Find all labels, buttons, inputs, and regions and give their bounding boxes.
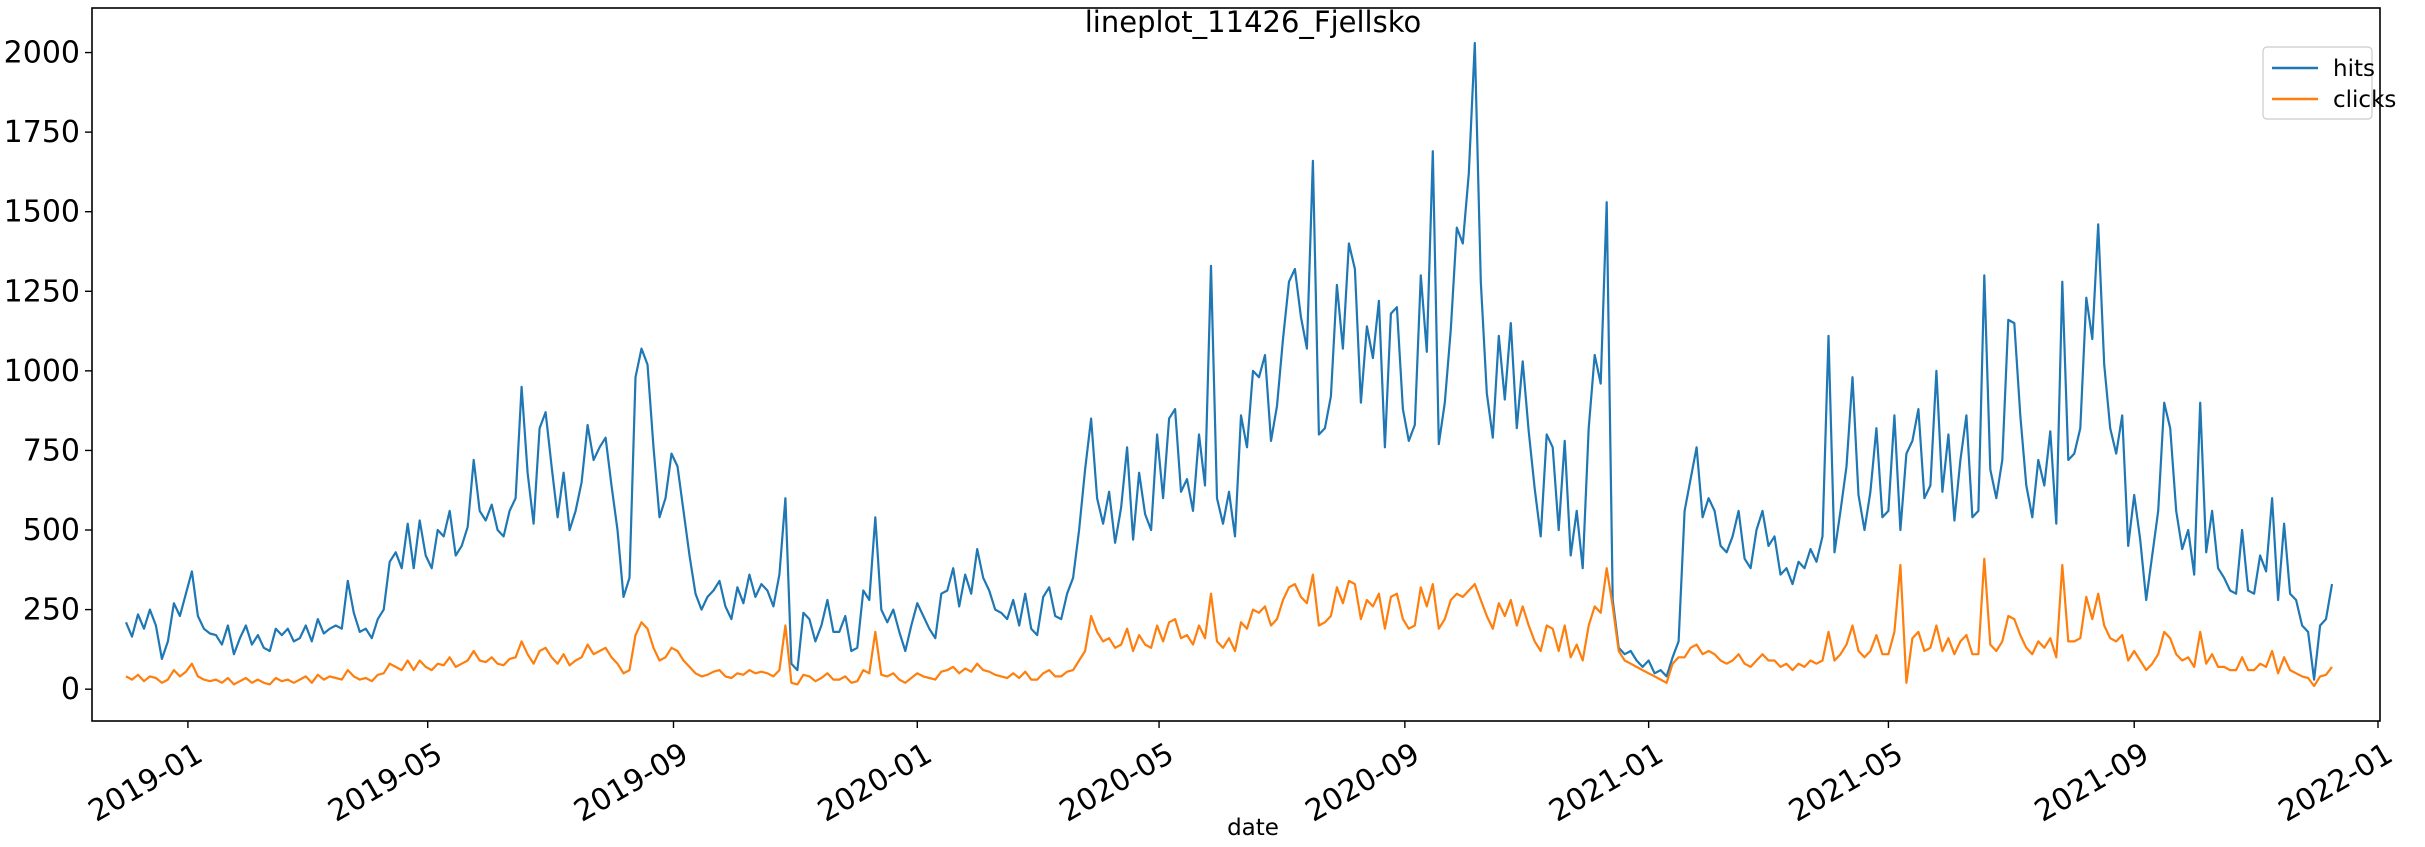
y-tick-label: 1500 — [4, 195, 80, 230]
y-axis: 0 250 500 750 1000 1250 1500 1750 2000 — [4, 36, 92, 707]
series-line-clicks — [125, 557, 2333, 688]
y-tick-label: 1750 — [4, 115, 80, 150]
chart-title: lineplot_11426_Fjellsko — [1085, 5, 1421, 39]
y-tick-label: 1250 — [4, 274, 80, 309]
plot-frame — [91, 7, 2381, 722]
legend: hits clicks — [2262, 46, 2396, 120]
y-tick-label: 1000 — [4, 354, 80, 389]
legend-label-clicks: clicks — [2333, 87, 2396, 113]
series-line-hits — [124, 41, 2334, 681]
y-tick-label: 750 — [23, 433, 80, 468]
plot-area — [91, 7, 2381, 722]
legend-label-hits: hits — [2333, 56, 2375, 82]
legend-frame — [2262, 46, 2373, 120]
y-tick-label: 250 — [23, 593, 80, 628]
series-lines — [124, 41, 2334, 688]
y-tick-label: 2000 — [4, 36, 80, 71]
y-tick-label: 0 — [61, 672, 80, 707]
x-axis-label: date — [1227, 815, 1279, 841]
y-tick-label: 500 — [23, 513, 80, 548]
